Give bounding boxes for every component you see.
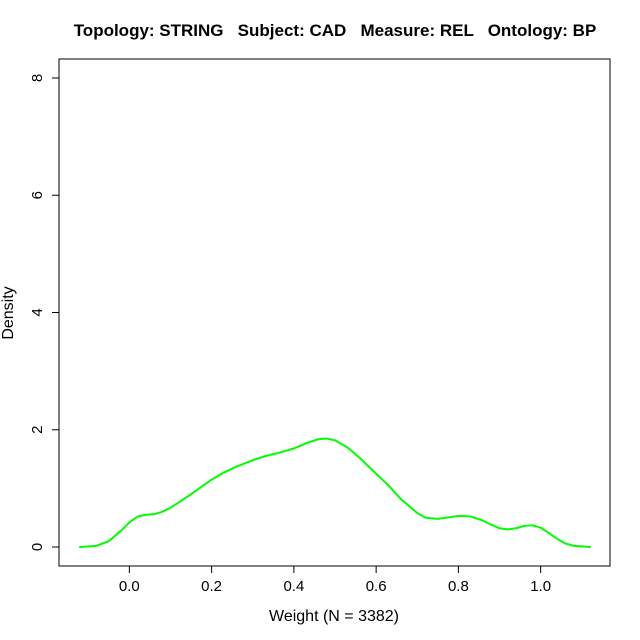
y-axis: 0 2 4 6 8	[29, 74, 60, 551]
y-tick-label: 8	[29, 74, 46, 82]
x-tick-label: 0.2	[201, 578, 222, 595]
x-tick-label: 1.0	[530, 578, 551, 595]
x-tick-label: 0.4	[283, 578, 304, 595]
x-axis: 0.0 0.2 0.4 0.6 0.8 1.0	[119, 565, 551, 595]
chart-title: Topology: STRING Subject: CAD Measure: R…	[74, 21, 597, 40]
series-layer	[79, 437, 591, 548]
x-tick-label: 0.6	[366, 578, 387, 595]
x-tick-label: 0.0	[119, 578, 140, 595]
density-line	[79, 437, 591, 548]
y-tick-label: 0	[29, 543, 46, 551]
plot-frame	[58, 58, 611, 567]
x-tick-label: 0.8	[448, 578, 469, 595]
y-tick-label: 6	[29, 191, 46, 199]
y-tick-label: 4	[29, 308, 46, 316]
x-axis-label: Weight (N = 3382)	[269, 608, 399, 625]
y-tick-label: 2	[29, 426, 46, 434]
y-axis-label: Density	[0, 286, 17, 339]
